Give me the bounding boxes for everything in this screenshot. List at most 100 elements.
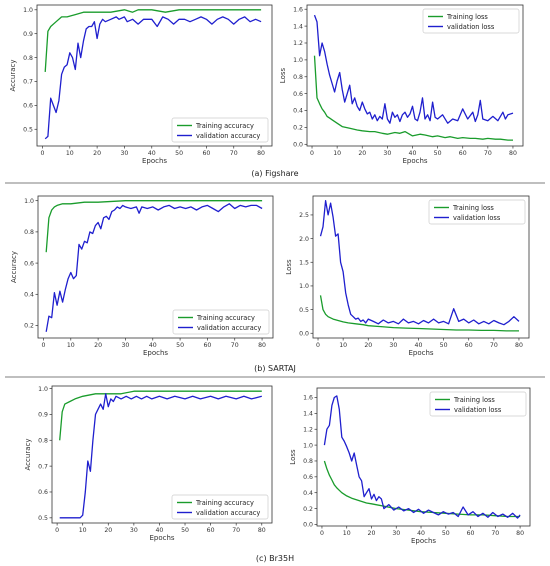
- legend-box: [429, 391, 527, 417]
- legend-entry: validation accuracy: [196, 509, 260, 517]
- y-axis-label: Loss: [279, 67, 287, 83]
- y-tick-label: 1.0: [293, 57, 303, 64]
- y-tick-label: 0.6: [303, 474, 313, 481]
- axes-frame: [306, 4, 524, 147]
- x-tick-label: 80: [509, 150, 517, 157]
- series-line-validation: [319, 200, 520, 326]
- y-tick-label: 1.0: [303, 442, 313, 449]
- y-tick-label: 0.6: [23, 103, 33, 110]
- y-tick-label: 0.5: [38, 515, 48, 522]
- x-tick-label: 0: [40, 150, 44, 157]
- sartaj-loss-chart: 0 10 20 30 40 50 60 70 80 0.0 0.5 1.0 1.5 2.0 2.5 Epoch…: [285, 195, 530, 357]
- x-tick-label: 40: [149, 342, 157, 349]
- x-tick-label: 50: [181, 527, 189, 534]
- legend-entry: Training accuracy: [195, 499, 254, 507]
- y-tick-label: 1.4: [293, 23, 303, 30]
- y-tick-label: 1.6: [303, 395, 313, 402]
- x-tick-label: 10: [79, 527, 87, 534]
- figshare-accuracy-chart: 0 10 20 30 40 50 60 70 80 0.5 0.6 0.7 0.8 0.9 1.0 Epoch…: [9, 4, 273, 165]
- x-tick-label: 20: [368, 530, 376, 537]
- legend-entry: Training accuracy: [195, 122, 254, 130]
- x-tick-label: 30: [130, 527, 138, 534]
- x-tick-label: 70: [231, 342, 239, 349]
- x-tick-label: 70: [484, 150, 492, 157]
- x-tick-label: 20: [93, 150, 101, 157]
- x-tick-label: 0: [41, 342, 45, 349]
- x-tick-label: 80: [515, 342, 523, 349]
- series-line-validation: [44, 16, 262, 140]
- series-line-validation: [323, 395, 521, 519]
- legend-box: [428, 199, 526, 225]
- x-tick-label: 60: [207, 527, 215, 534]
- y-tick-label: 0.2: [293, 125, 303, 132]
- x-tick-label: 40: [156, 527, 164, 534]
- x-tick-label: 20: [364, 342, 372, 349]
- x-tick-label: 60: [202, 150, 210, 157]
- x-tick-label: 0: [55, 527, 59, 534]
- x-tick-label: 60: [465, 342, 473, 349]
- series-line-training: [59, 390, 262, 441]
- sartaj-caption: (b) SARTAJ: [254, 364, 296, 373]
- y-tick-label: 1.2: [303, 426, 313, 433]
- y-tick-label: 0.0: [303, 522, 313, 529]
- x-tick-label: 10: [67, 342, 75, 349]
- x-tick-label: 10: [343, 530, 351, 537]
- legend-entry: validation loss: [454, 406, 502, 414]
- y-tick-label: 1.0: [23, 7, 33, 14]
- x-tick-label: 20: [94, 342, 102, 349]
- y-tick-label: 2.0: [299, 236, 309, 243]
- y-tick-label: 0.2: [24, 323, 34, 330]
- x-tick-label: 0: [316, 342, 320, 349]
- x-tick-label: 20: [104, 527, 112, 534]
- series-line-training: [319, 295, 519, 332]
- series-line-validation: [59, 393, 262, 519]
- x-tick-label: 10: [333, 150, 341, 157]
- y-tick-label: 0.0: [293, 142, 303, 149]
- legend-entry: Training loss: [446, 13, 488, 21]
- br35h-row: 0 10 20 30 40 50 60 70 80 0.5 0.6 0.7 0.8 0.9 1.0 Epoch…: [24, 385, 531, 563]
- x-tick-label: 30: [383, 150, 391, 157]
- y-tick-label: 0.6: [38, 489, 48, 496]
- x-tick-label: 40: [417, 530, 425, 537]
- x-tick-label: 80: [258, 342, 266, 349]
- x-tick-label: 10: [339, 342, 347, 349]
- x-tick-label: 10: [66, 150, 74, 157]
- figshare-caption: (a) Figshare: [251, 169, 298, 178]
- figshare-row: 0 10 20 30 40 50 60 70 80 0.5 0.6 0.7 0.8 0.9 1.0 Epoch…: [9, 4, 524, 178]
- y-tick-label: 0.8: [293, 74, 303, 81]
- y-tick-label: 0.6: [293, 91, 303, 98]
- x-tick-label: 60: [459, 150, 467, 157]
- x-axis-label: Epochs: [143, 349, 168, 357]
- legend-entry: Training loss: [452, 204, 494, 212]
- legend-entry: validation loss: [447, 23, 495, 31]
- y-tick-label: 1.0: [38, 386, 48, 393]
- axes-frame: [316, 387, 531, 527]
- legend-box: [171, 494, 269, 520]
- y-tick-label: 0.5: [299, 307, 309, 314]
- x-tick-label: 50: [175, 150, 183, 157]
- y-tick-label: 0.8: [38, 437, 48, 444]
- y-tick-label: 0.4: [24, 292, 34, 299]
- x-tick-label: 50: [176, 342, 184, 349]
- x-tick-label: 60: [203, 342, 211, 349]
- figshare-loss-chart: 0 10 20 30 40 50 60 70 80 0.0 0.2 0.4 0.6 0.8 1.0 1.2 1.…: [279, 4, 524, 165]
- axes-frame: [37, 195, 274, 339]
- y-tick-label: 0.4: [293, 108, 303, 115]
- x-tick-label: 50: [442, 530, 450, 537]
- axes-frame: [51, 385, 273, 524]
- x-tick-label: 40: [415, 342, 423, 349]
- x-axis-label: Epochs: [408, 349, 433, 357]
- y-axis-label: Loss: [285, 259, 293, 275]
- series-line-validation: [45, 203, 263, 332]
- y-tick-label: 0.9: [38, 412, 48, 419]
- x-tick-label: 70: [491, 530, 499, 537]
- y-tick-label: 0.8: [23, 55, 33, 62]
- x-tick-label: 40: [148, 150, 156, 157]
- series-line-training: [313, 55, 513, 141]
- x-tick-label: 70: [490, 342, 498, 349]
- y-axis-label: Loss: [289, 449, 297, 465]
- x-axis-label: Epochs: [142, 157, 167, 165]
- legend-entry: validation loss: [453, 214, 501, 222]
- y-tick-label: 0.7: [23, 79, 33, 86]
